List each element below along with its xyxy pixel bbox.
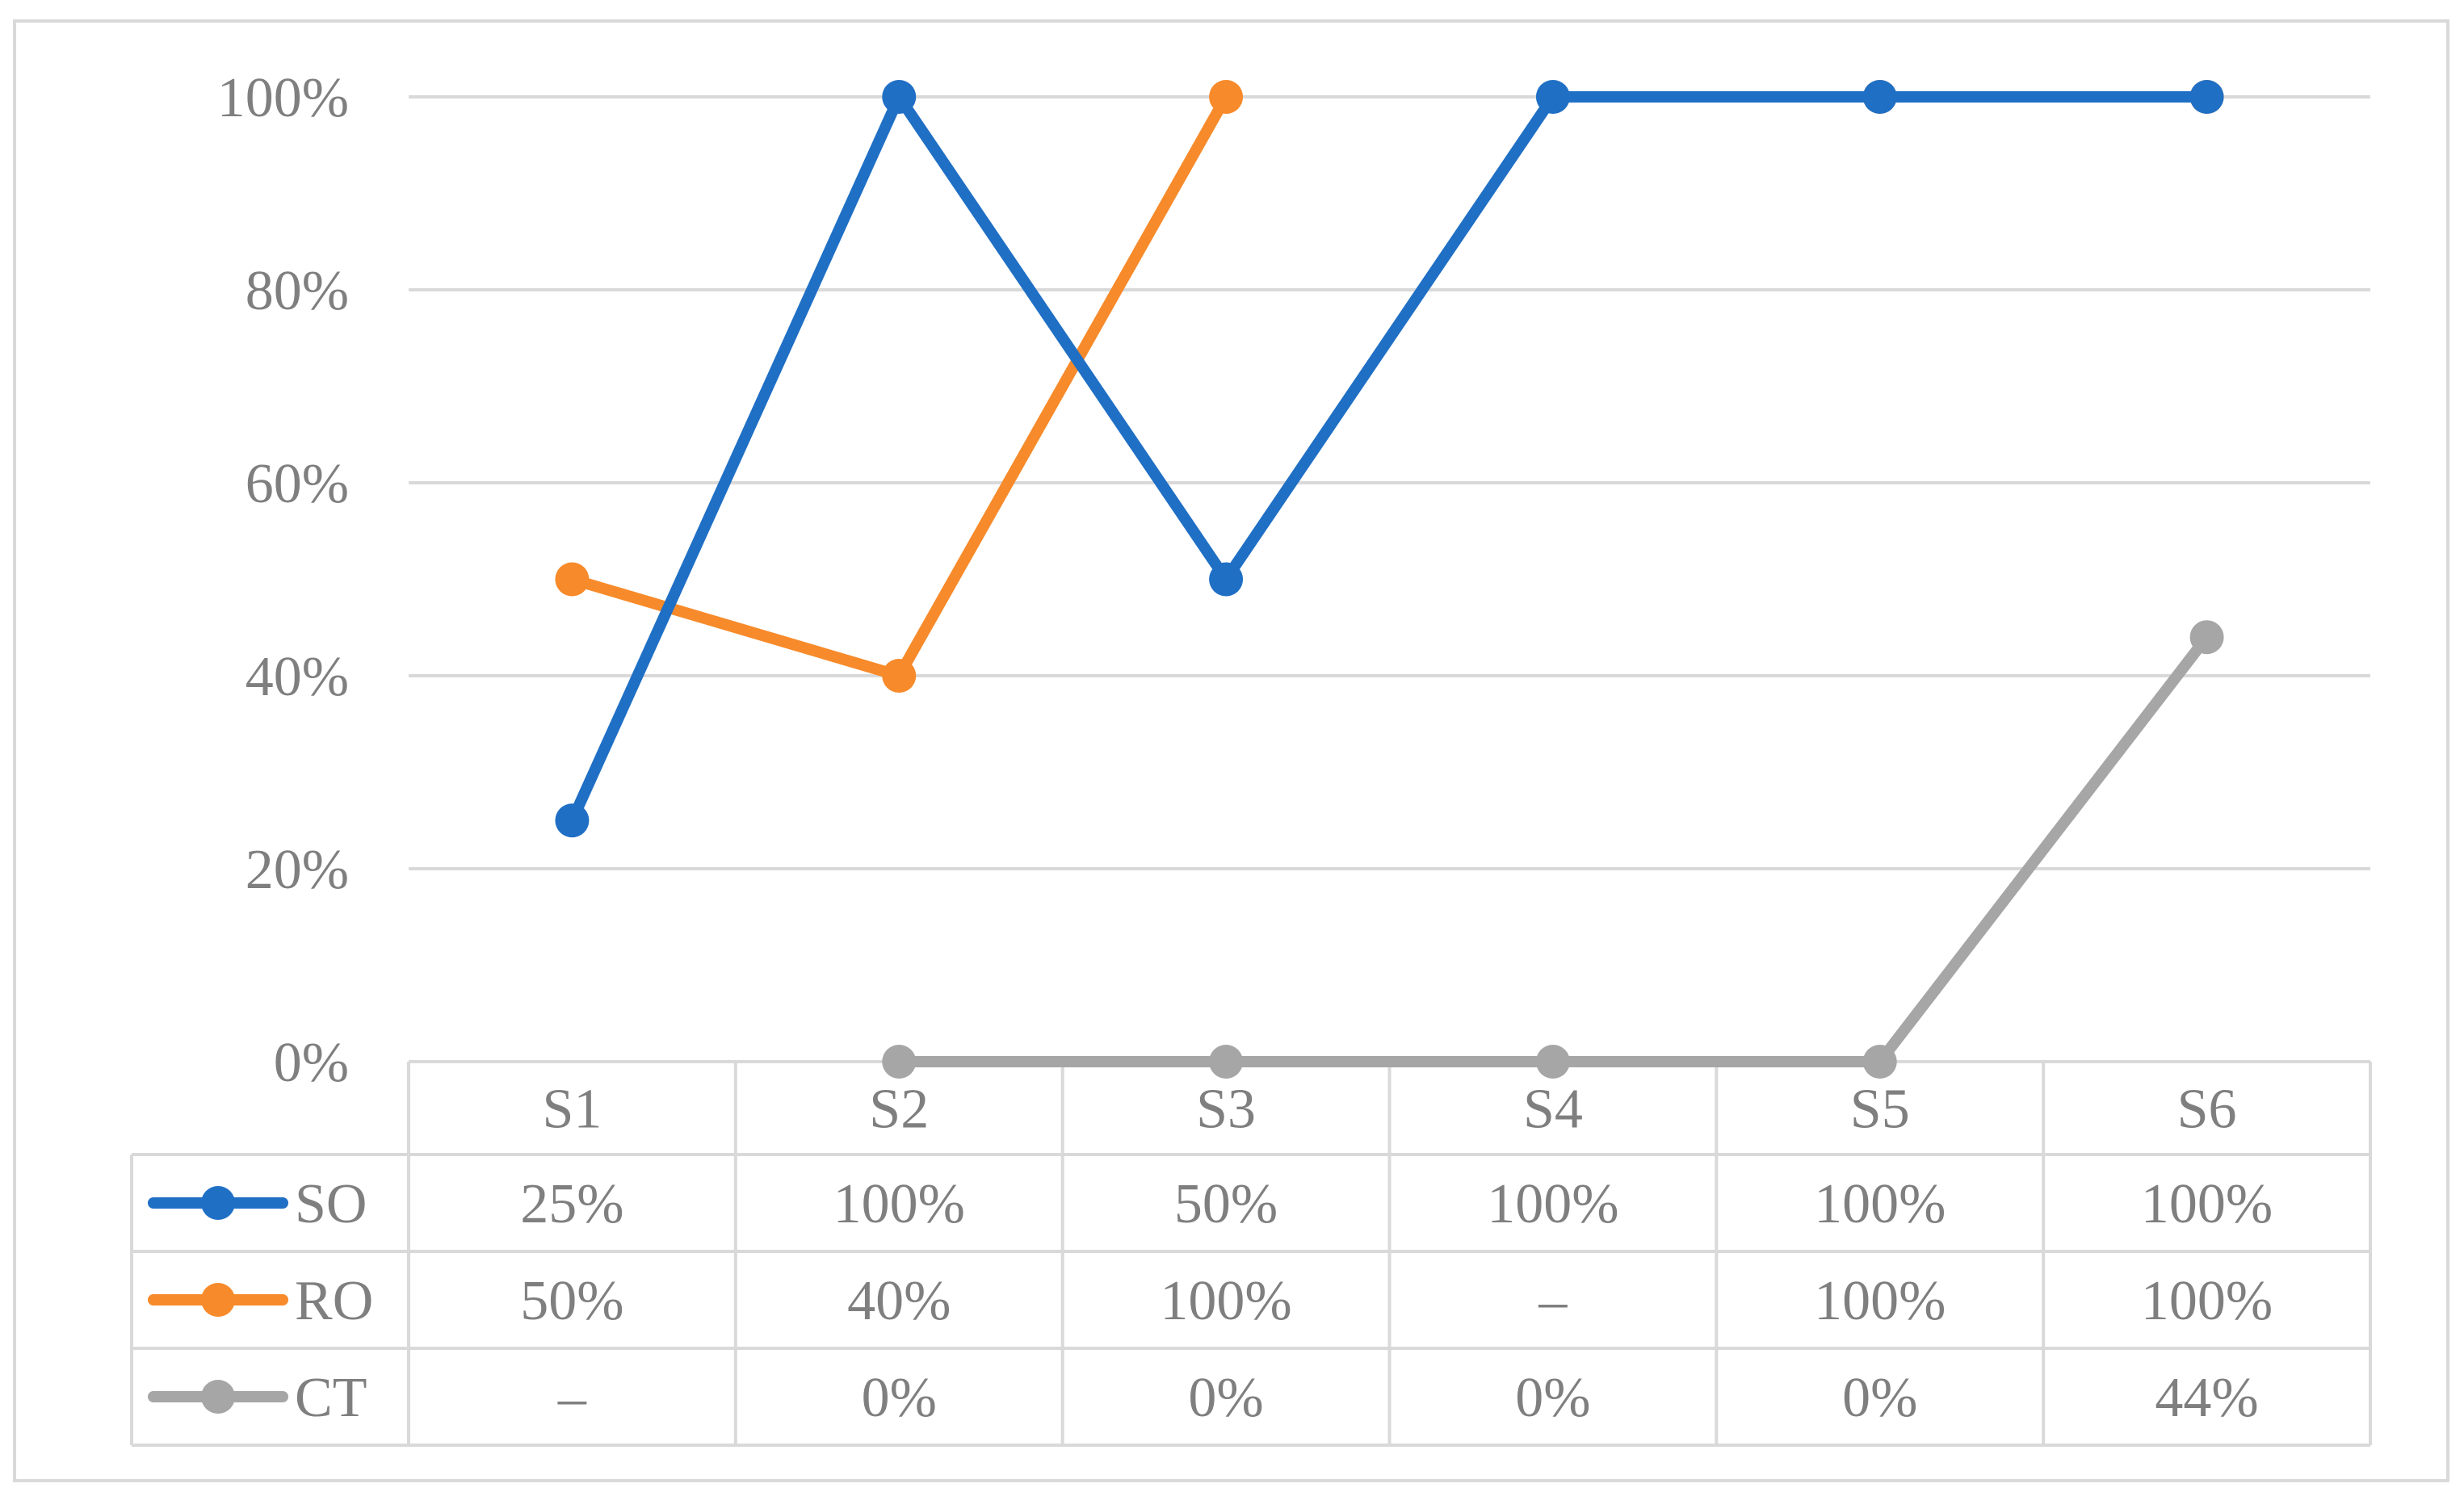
data-point (1862, 80, 1897, 114)
legend-label: RO (295, 1270, 373, 1332)
data-point (1535, 80, 1570, 114)
y-tick-label: 0% (274, 1032, 349, 1094)
series-layer (555, 80, 2224, 1079)
legend-key-marker (201, 1283, 235, 1317)
table-cell: 100% (833, 1173, 965, 1235)
data-point (2189, 80, 2224, 114)
y-tick-label: 80% (246, 260, 349, 322)
table-cell: 40% (847, 1270, 951, 1332)
table-cell: 0% (1515, 1367, 1590, 1429)
table-cell: 100% (1814, 1270, 1946, 1332)
legend-key-marker (201, 1380, 235, 1414)
table-cell: 100% (2141, 1270, 2273, 1332)
table-cell: 100% (2141, 1173, 2273, 1235)
x-tick-label: S6 (2177, 1079, 2237, 1141)
data-point (882, 80, 917, 114)
chart-border (13, 19, 2449, 1482)
table-cell: 0% (1188, 1367, 1263, 1429)
table-cell: 100% (1160, 1270, 1291, 1332)
table-cell: 50% (520, 1270, 623, 1332)
data-point (882, 1045, 917, 1079)
x-tick-label: S2 (869, 1079, 929, 1141)
x-tick-label: S3 (1196, 1079, 1256, 1141)
table-cell: 100% (1814, 1173, 1946, 1235)
data-point (1535, 1045, 1570, 1079)
data-point (882, 659, 917, 693)
legend-key-marker (201, 1186, 235, 1220)
y-tick-label: 20% (246, 839, 349, 901)
table-cell: – (1538, 1270, 1568, 1332)
data-point (1209, 80, 1244, 114)
table-cell: 0% (1842, 1367, 1917, 1429)
data-point (555, 562, 590, 597)
series-line (566, 91, 2213, 827)
table-cell: 50% (1174, 1173, 1278, 1235)
legend-label: SO (295, 1173, 367, 1235)
legend-label: CT (295, 1367, 367, 1429)
y-tick-label: 100% (217, 67, 349, 129)
table-cell: 44% (2155, 1367, 2258, 1429)
table-cell: 100% (1487, 1173, 1618, 1235)
series-ct (882, 620, 2224, 1079)
y-axis: 0% 20% 40% 60% 80% 100% (217, 67, 349, 1094)
y-tick-label: 40% (246, 646, 349, 708)
series-so (555, 80, 2224, 838)
x-tick-label: S1 (542, 1079, 602, 1141)
data-table: S1 S2 S3 S4 S5 S6 SO 25% 100% 50% 100% 100% 100% RO 50… (130, 1062, 2372, 1447)
table-cell: 0% (862, 1367, 937, 1429)
data-point (1209, 1045, 1244, 1079)
data-point (2189, 620, 2224, 655)
x-tick-label: S4 (1523, 1079, 1583, 1141)
table-cell: – (557, 1367, 587, 1429)
y-tick-label: 60% (246, 453, 349, 515)
x-tick-label: S5 (1850, 1079, 1910, 1141)
table-cell: 25% (520, 1173, 623, 1235)
data-point (1862, 1045, 1897, 1079)
data-point (1209, 562, 1244, 597)
data-point (555, 803, 590, 838)
